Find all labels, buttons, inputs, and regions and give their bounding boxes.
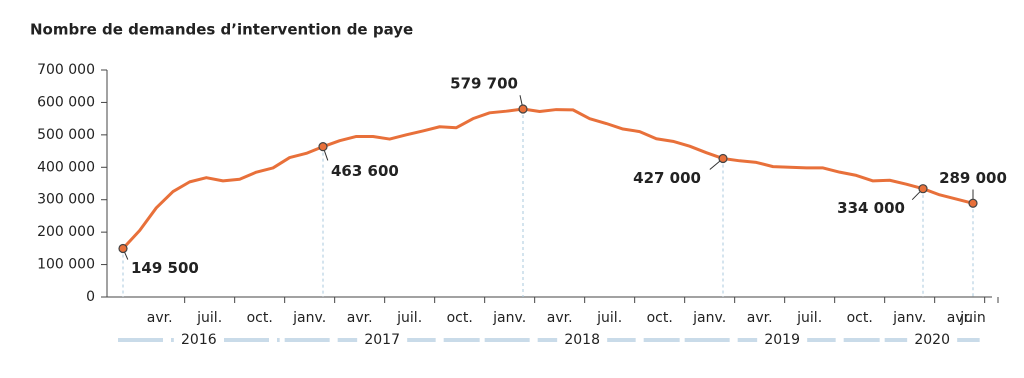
- y-tick-label: 300 000: [37, 192, 95, 208]
- x-tick-label: janv.: [692, 310, 726, 326]
- year-label: 2020: [914, 332, 950, 348]
- y-tick-label: 0: [86, 289, 95, 305]
- point: [318, 142, 328, 152]
- y-tick-label: 200 000: [37, 224, 95, 240]
- year-label: 2016: [181, 332, 217, 348]
- year-label: 2019: [764, 332, 800, 348]
- value-label: 463 600: [331, 162, 399, 180]
- x-tick-label: janv.: [492, 310, 526, 326]
- year-label: 2018: [564, 332, 600, 348]
- y-tick-label: 400 000: [37, 159, 95, 175]
- year-label-bg: [907, 331, 958, 349]
- x-tick-label: janv.: [892, 310, 926, 326]
- year-label-bg: [357, 331, 408, 349]
- x-tick-label: avr.: [347, 310, 373, 326]
- point: [918, 184, 928, 194]
- x-tick-label: oct.: [647, 310, 673, 326]
- y-tick-label: 100 000: [37, 257, 95, 273]
- value-label: 149 500: [131, 259, 199, 277]
- year-label: 2017: [364, 332, 400, 348]
- point: [118, 243, 128, 254]
- chart-title: Nombre de demandes d’intervention de pay…: [30, 21, 413, 39]
- value-label: 579 700: [450, 75, 518, 93]
- x-tick-label: juil.: [796, 310, 822, 326]
- value-label: 427 000: [633, 169, 701, 187]
- value-label: 289 000: [939, 169, 1007, 187]
- year-label-bg: [557, 331, 608, 349]
- x-tick-label: juil.: [596, 310, 622, 326]
- point: [718, 153, 728, 164]
- year-label-bg: [173, 331, 224, 349]
- x-tick-label: juil.: [196, 310, 222, 326]
- x-tick-label: juin: [959, 310, 986, 326]
- value-label: 334 000: [837, 199, 905, 217]
- x-tick-label: avr.: [947, 310, 973, 326]
- x-tick-label: janv.: [292, 310, 326, 326]
- x-tick-label: oct.: [847, 310, 873, 326]
- year-label-bg: [757, 331, 808, 349]
- y-tick-label: 700 000: [37, 62, 95, 78]
- x-tick-label: oct.: [247, 310, 273, 326]
- y-tick-label: 500 000: [37, 127, 95, 143]
- point: [518, 104, 528, 114]
- x-tick-label: oct.: [447, 310, 473, 326]
- x-tick-label: avr.: [547, 310, 573, 326]
- point: [968, 198, 978, 208]
- x-tick-label: juil.: [396, 310, 422, 326]
- y-tick-label: 600 000: [37, 94, 95, 110]
- x-tick-label: avr.: [747, 310, 773, 326]
- x-tick-label: avr.: [147, 310, 173, 326]
- line: [121, 107, 974, 250]
